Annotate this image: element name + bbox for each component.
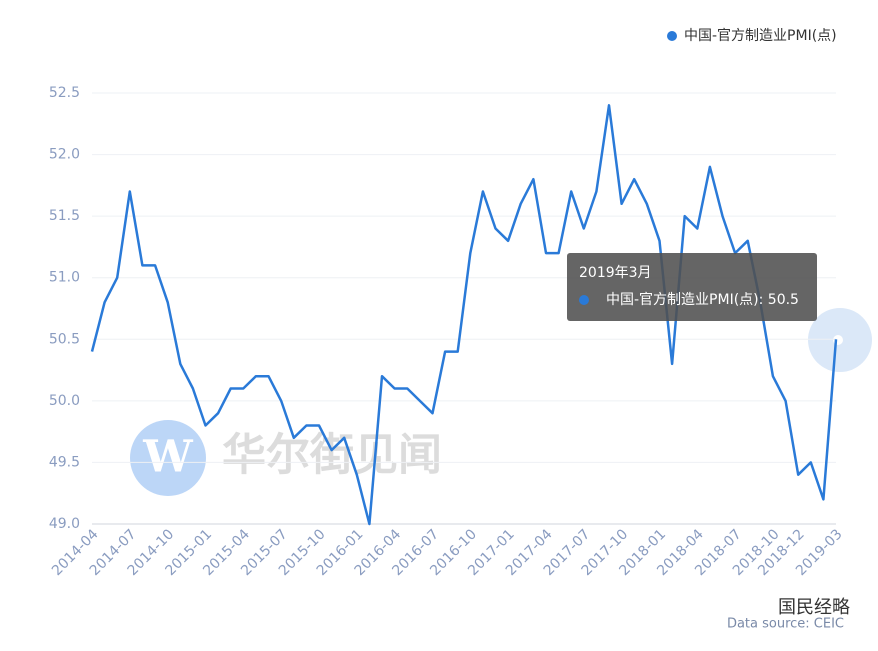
y-tick-label: 52.0 — [49, 147, 80, 163]
tooltip-title: 2019年3月 — [579, 265, 652, 281]
watermark-logo-letter: W — [142, 432, 193, 483]
y-tick-label: 50.5 — [49, 331, 80, 347]
tooltip-text: 中国-官方制造业PMI(点): 50.5 — [606, 292, 799, 308]
tooltip-box — [567, 253, 817, 321]
y-tick-label: 49.5 — [49, 454, 80, 470]
y-tick-label: 49.0 — [49, 516, 80, 532]
legend-marker — [667, 31, 677, 41]
watermark: 华尔街见闻 — [222, 430, 442, 481]
legend-label: 中国-官方制造业PMI(点) — [684, 28, 837, 44]
watermark-logo — [130, 420, 206, 496]
source: Data source: CEIC — [727, 617, 844, 632]
y-tick-label: 52.5 — [49, 85, 80, 101]
y-tick-label: 51.0 — [49, 270, 80, 286]
tooltip-marker — [579, 295, 589, 305]
y-tick-label: 50.0 — [49, 393, 80, 409]
y-tick-label: 51.5 — [49, 208, 80, 224]
legend: 中国-官方制造业PMI(点) — [667, 28, 837, 44]
line — [90, 104, 838, 526]
brand: 国民经略 — [778, 597, 850, 618]
tooltip: 2019年3月 中国-官方制造业PMI(点): 50.5 — [567, 253, 817, 321]
